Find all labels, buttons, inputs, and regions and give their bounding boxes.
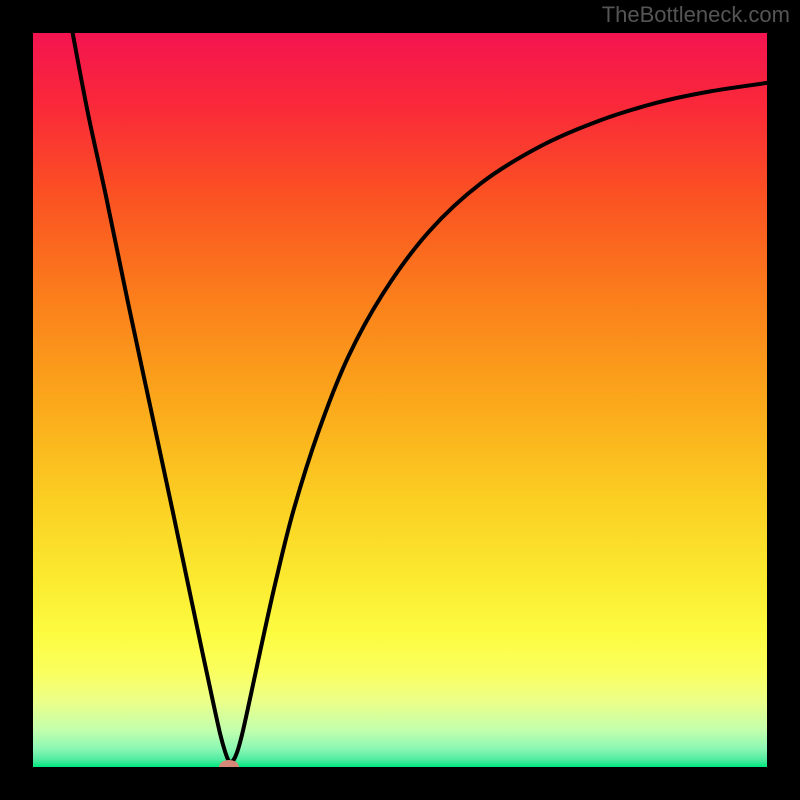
chart-plot-area <box>33 33 767 767</box>
watermark-text: TheBottleneck.com <box>602 2 790 28</box>
bottleneck-curve <box>73 33 767 762</box>
chart-curve-layer <box>33 33 767 767</box>
minimum-marker <box>219 760 239 767</box>
